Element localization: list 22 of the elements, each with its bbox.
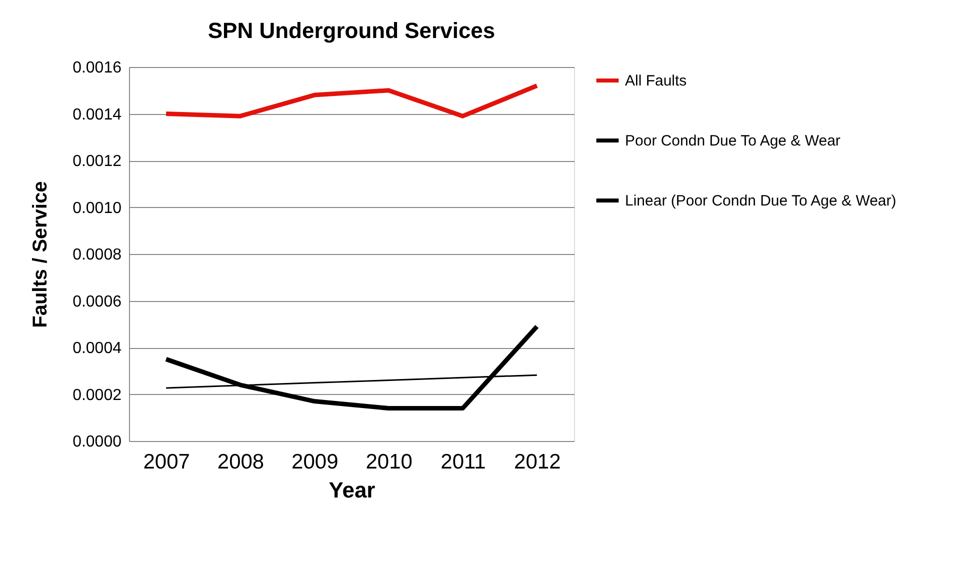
x-tick-label: 2007 <box>143 450 190 474</box>
y-axis-title: Faults / Service <box>30 181 52 328</box>
x-tick-label: 2011 <box>440 450 486 474</box>
y-tick-label: 0.0010 <box>72 200 122 217</box>
y-tick-label: 0.0004 <box>72 340 122 357</box>
legend-label: Linear (Poor Condn Due To Age & Wear) <box>625 192 896 210</box>
x-axis-title: Year <box>328 478 376 502</box>
legend-label: All Faults <box>625 72 687 90</box>
y-tick-label: 0.0014 <box>72 106 122 124</box>
legend-label: Poor Condn Due To Age & Wear <box>625 132 840 150</box>
y-tick-label: 0.0016 <box>72 60 122 76</box>
x-tick-label: 2010 <box>366 450 412 474</box>
x-tick-label: 2009 <box>292 450 338 474</box>
y-tick-label: 0.0002 <box>72 386 122 404</box>
line-series <box>164 324 540 411</box>
chart-title: SPN Underground Services <box>208 18 496 43</box>
x-tick-label: 2012 <box>514 450 561 474</box>
x-tick-label: 2008 <box>217 450 264 474</box>
y-tick-label: 0.0012 <box>72 153 122 170</box>
y-tick-label: 0.0006 <box>72 293 122 310</box>
y-tick-label: 0.0008 <box>72 246 122 264</box>
y-tick-label: 0.0000 <box>72 434 122 450</box>
